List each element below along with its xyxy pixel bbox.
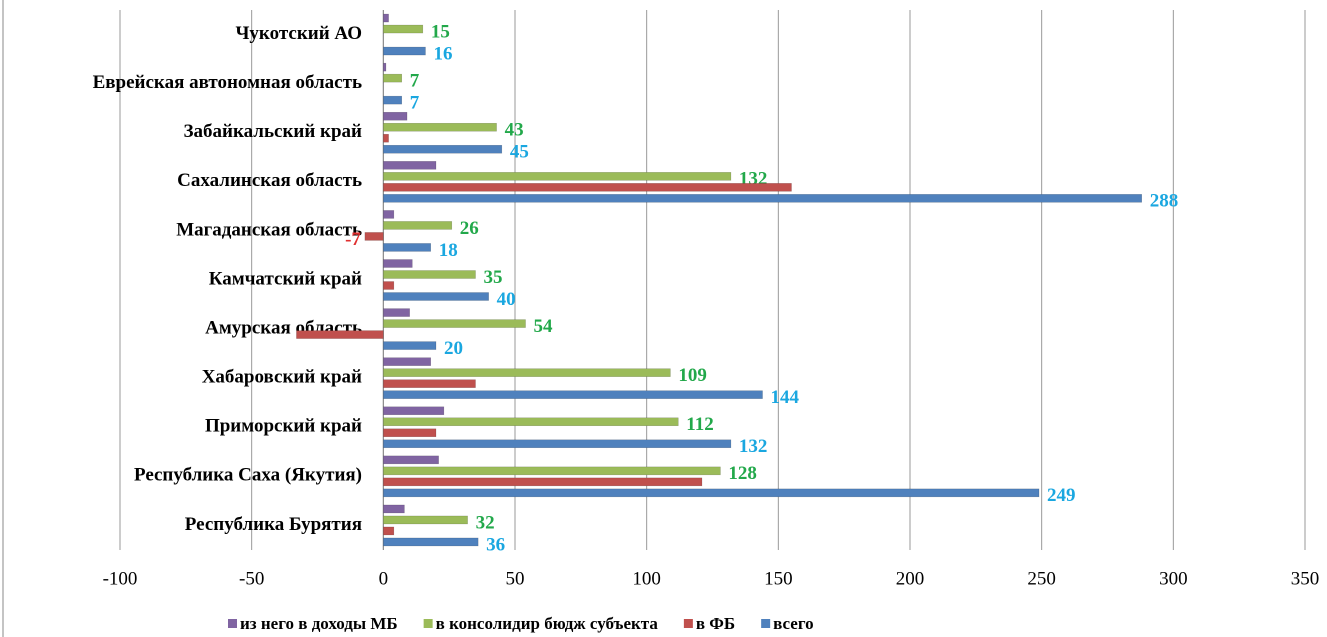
bar <box>383 488 1040 498</box>
x-tick-label: -50 <box>239 568 264 589</box>
data-label: 128 <box>728 463 757 484</box>
bar <box>383 161 437 170</box>
bar <box>383 73 403 83</box>
y-tick-label: Чукотский АО <box>235 23 362 44</box>
y-tick-label: Магаданская область <box>176 219 362 240</box>
y-tick-label: Республика Бурятия <box>185 514 362 535</box>
x-tick-label: 0 <box>379 568 389 589</box>
bar <box>383 319 526 328</box>
data-label: 132 <box>739 436 768 457</box>
x-tick-label: 200 <box>896 568 925 589</box>
y-tick-label: Республика Саха (Якутия) <box>134 465 362 486</box>
bar <box>383 172 732 181</box>
data-label: 40 <box>497 289 516 310</box>
bar <box>383 210 395 219</box>
y-tick-label: Еврейская автономная область <box>93 72 362 93</box>
data-label: 112 <box>686 414 713 435</box>
y-tick-label: Забайкальский край <box>184 121 363 142</box>
x-tick-label: -100 <box>103 568 138 589</box>
bar <box>383 95 403 105</box>
bar <box>383 466 721 476</box>
data-label: 43 <box>505 120 524 141</box>
x-tick-label: 300 <box>1159 568 1188 589</box>
bar <box>383 13 389 23</box>
bar <box>383 341 437 350</box>
data-label: 18 <box>439 240 458 261</box>
data-label: 7 <box>410 70 420 91</box>
bar <box>383 122 497 132</box>
bar <box>383 428 437 438</box>
data-label: 54 <box>534 316 554 337</box>
bar <box>383 221 453 230</box>
data-label: 7 <box>410 92 420 113</box>
x-tick-label: 350 <box>1291 568 1320 589</box>
bar <box>383 477 703 487</box>
bar <box>383 281 395 290</box>
data-label: -7 <box>345 229 361 250</box>
y-tick-label: Камчатский край <box>209 268 362 289</box>
data-label: 45 <box>510 142 529 163</box>
bar <box>296 330 384 339</box>
bar <box>383 455 439 465</box>
data-label: 20 <box>444 338 463 359</box>
data-label: 144 <box>771 387 800 408</box>
bar <box>383 183 792 192</box>
legend-swatch <box>228 619 237 628</box>
legend-label: в ФБ <box>696 614 735 633</box>
data-label: 26 <box>460 218 479 239</box>
bar <box>383 24 424 34</box>
data-label: 36 <box>486 534 505 555</box>
bar <box>383 537 479 547</box>
bar <box>383 417 679 427</box>
data-label: 16 <box>433 43 452 64</box>
bar <box>383 243 431 252</box>
legend-swatch <box>423 619 433 628</box>
legend-label: в консолидир бюдж субъекта <box>436 614 659 633</box>
data-label: 35 <box>484 267 503 288</box>
bar <box>383 308 410 317</box>
x-tick-label: 250 <box>1027 568 1056 589</box>
bar <box>383 439 732 449</box>
bar <box>383 390 763 399</box>
y-tick-label: Сахалинская область <box>177 170 362 191</box>
bar <box>383 292 489 301</box>
bar <box>364 232 384 241</box>
data-label: 288 <box>1150 191 1179 212</box>
legend-swatch <box>683 619 693 628</box>
bar <box>383 270 476 279</box>
bar <box>383 406 445 416</box>
bar <box>383 62 387 72</box>
legend-label: из него в доходы МБ <box>240 614 398 633</box>
bar <box>383 259 413 268</box>
bar <box>383 194 1142 203</box>
data-label: 15 <box>431 21 450 42</box>
y-tick-label: Хабаровский край <box>202 367 362 388</box>
bar <box>383 504 405 514</box>
bar <box>383 515 468 525</box>
bar <box>383 133 389 143</box>
legend-label: всего <box>773 614 813 633</box>
bar <box>383 526 395 536</box>
x-tick-label: 100 <box>632 568 661 589</box>
bar <box>383 368 671 377</box>
bar <box>383 357 431 366</box>
y-tick-label: Приморский край <box>205 416 362 437</box>
data-label: 32 <box>476 512 495 533</box>
x-tick-label: 150 <box>764 568 793 589</box>
bar <box>383 46 426 56</box>
data-label: 249 <box>1047 485 1076 506</box>
x-tick-label: 50 <box>506 568 525 589</box>
bar <box>383 144 503 154</box>
data-label: 109 <box>678 365 707 386</box>
bar <box>383 379 476 388</box>
legend-swatch <box>761 619 771 628</box>
bar <box>383 111 408 121</box>
